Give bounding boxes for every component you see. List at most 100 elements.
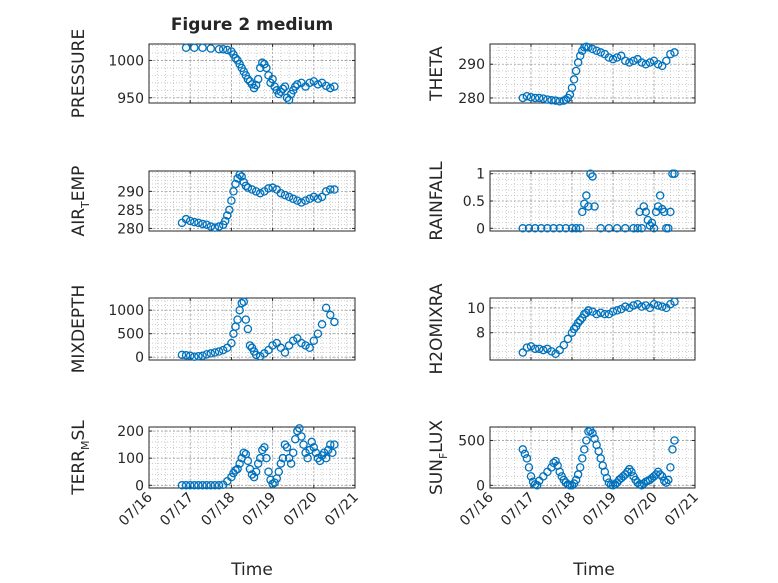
- data-point: [177, 350, 187, 360]
- data-point: [670, 297, 679, 306]
- data-point: [524, 224, 534, 233]
- y-tick-label: 280: [117, 221, 144, 237]
- data-point: [526, 342, 536, 351]
- y-tick-label: 200: [117, 424, 144, 440]
- y-axis-label: TERRMSL: [69, 420, 92, 496]
- data-point: [177, 481, 187, 490]
- data-point: [569, 324, 579, 334]
- data-point: [653, 59, 663, 69]
- data-point: [235, 170, 244, 179]
- data-point: [227, 338, 236, 348]
- data-point: [223, 343, 232, 353]
- y-tick-label: 1: [476, 167, 485, 183]
- data-point: [245, 341, 255, 350]
- data-point: [578, 454, 587, 463]
- data-point: [321, 187, 331, 196]
- data-point: [286, 459, 296, 468]
- data-point: [657, 302, 667, 311]
- data-point: [641, 301, 651, 310]
- data-point: [276, 459, 286, 468]
- data-point: [305, 78, 314, 88]
- data-point: [575, 316, 585, 325]
- data-point: [670, 436, 679, 445]
- data-point: [220, 216, 230, 226]
- data-point: [532, 481, 542, 490]
- data-point: [582, 308, 591, 318]
- data-point: [612, 306, 622, 315]
- data-point: [251, 350, 261, 360]
- data-point: [588, 307, 597, 316]
- data-point: [198, 351, 207, 361]
- data-point: [522, 92, 532, 101]
- x-tick-label: 07/18: [539, 490, 579, 530]
- data-point: [575, 224, 585, 233]
- data-point: [522, 343, 532, 352]
- data-point: [251, 467, 261, 476]
- data-point: [625, 58, 634, 67]
- data-point: [231, 322, 240, 331]
- data-point: [214, 44, 224, 54]
- data-point: [313, 194, 323, 204]
- data-point: [520, 449, 530, 459]
- data-point: [567, 224, 577, 233]
- data-point: [647, 218, 657, 228]
- x-tick-label: 07/20: [621, 490, 661, 530]
- data-point: [276, 188, 286, 198]
- data-point: [262, 63, 271, 73]
- data-point: [649, 224, 659, 233]
- data-point: [181, 481, 191, 490]
- data-point: [573, 318, 583, 328]
- data-point: [670, 169, 679, 178]
- data-point: [657, 472, 667, 481]
- axes-box: [489, 43, 696, 104]
- data-point: [569, 75, 579, 84]
- data-point: [580, 445, 589, 454]
- data-point: [563, 334, 573, 344]
- axes-box: [148, 43, 356, 104]
- data-point: [616, 51, 626, 61]
- data-point: [578, 207, 587, 217]
- data-point: [326, 83, 335, 93]
- y-axis-label: AIRTEMP: [69, 166, 92, 237]
- y-tick-label: 0: [135, 478, 144, 494]
- data-point: [280, 348, 290, 357]
- y-tick-label: 280: [458, 91, 485, 107]
- data-point: [627, 467, 636, 477]
- data-point: [210, 481, 220, 490]
- data-point: [559, 340, 569, 350]
- data-point: [666, 207, 675, 217]
- data-point: [668, 445, 677, 454]
- data-point: [309, 443, 319, 452]
- data-point: [639, 202, 649, 211]
- data-point: [239, 297, 249, 307]
- data-point: [590, 202, 599, 211]
- data-point: [253, 74, 263, 84]
- data-point: [594, 446, 603, 456]
- data-point: [313, 329, 323, 338]
- data-point: [664, 475, 673, 485]
- data-point: [330, 440, 339, 449]
- data-point: [530, 344, 540, 354]
- data-point: [206, 44, 216, 53]
- data-point: [582, 191, 591, 200]
- data-point: [592, 46, 601, 55]
- data-point: [543, 95, 552, 104]
- data-point: [198, 219, 207, 229]
- data-point: [255, 188, 265, 198]
- data-point: [666, 463, 675, 472]
- data-point: [181, 214, 191, 224]
- data-point: [588, 172, 597, 181]
- data-point: [198, 43, 207, 52]
- data-point: [571, 66, 581, 76]
- x-tick-label: 07/16: [116, 489, 156, 529]
- data-point: [223, 211, 232, 220]
- data-point: [202, 350, 211, 359]
- subplot-6: 8 10 H2OMIXRA: [427, 283, 696, 375]
- data-point: [284, 192, 294, 202]
- data-point: [202, 481, 211, 490]
- data-point: [237, 298, 246, 308]
- data-point: [251, 187, 261, 196]
- subplot-1: 950 1000 PRESSURE: [69, 29, 356, 118]
- data-point: [303, 453, 312, 463]
- x-tick-label: 07/20: [281, 490, 321, 530]
